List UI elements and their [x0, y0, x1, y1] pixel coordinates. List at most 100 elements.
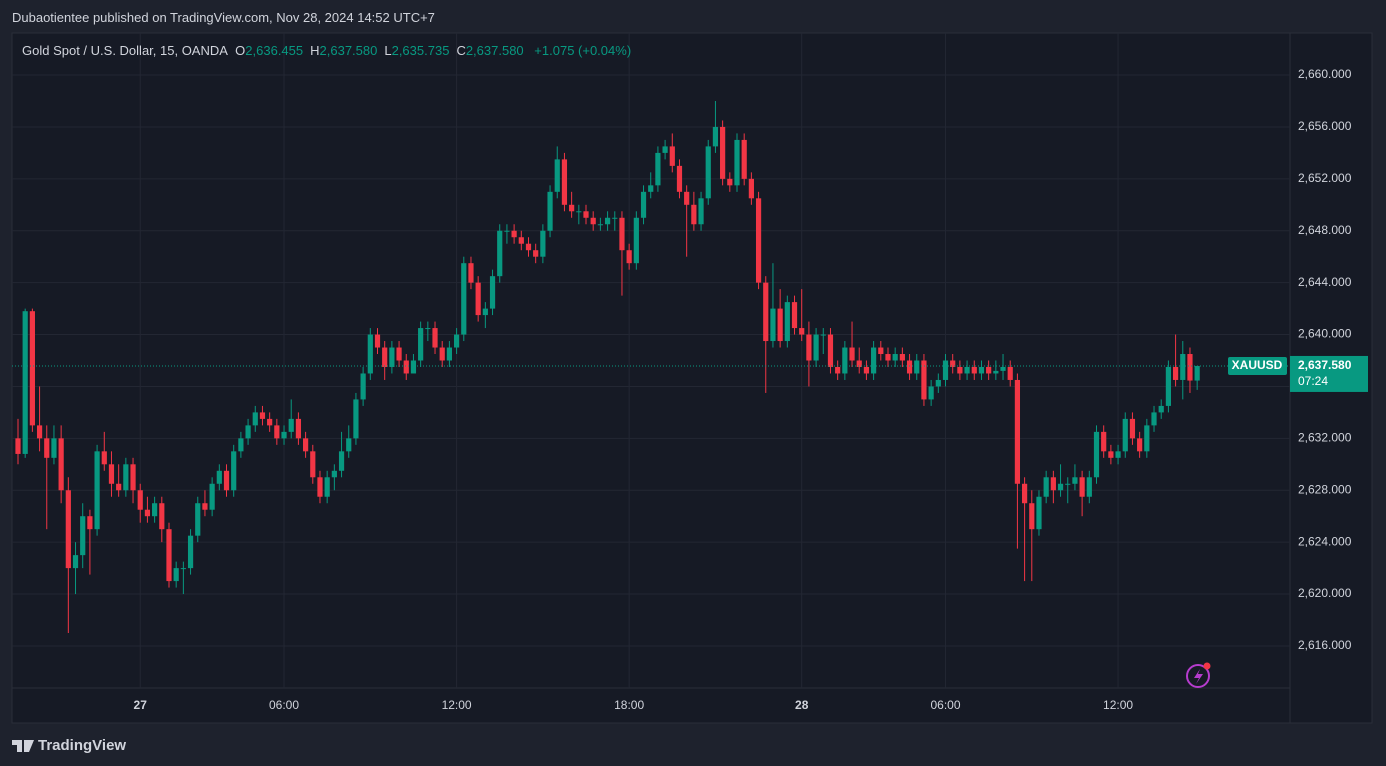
candle-body [94, 451, 100, 530]
candle-body [813, 334, 819, 361]
tv-logo [12, 740, 34, 752]
candle-body [950, 360, 956, 367]
candle-body [849, 347, 855, 361]
candle-body [993, 370, 999, 374]
candle-body [533, 250, 539, 257]
candle-body [1036, 496, 1042, 530]
candle-body [58, 438, 64, 491]
candle-body [137, 490, 143, 510]
candle-body [777, 308, 783, 342]
candle-body [921, 360, 927, 400]
x-tick-label: 12:00 [1103, 698, 1133, 712]
candle-body [1079, 477, 1085, 497]
candle-body [1144, 425, 1150, 452]
candle-body [80, 516, 86, 556]
legend-key: C [456, 43, 466, 58]
candle-body [741, 139, 747, 179]
candle-body [518, 237, 524, 244]
candle-body [1093, 431, 1100, 478]
candle-body [1050, 477, 1056, 491]
candle-body [698, 198, 704, 225]
legend-value: 2,636.455 [245, 43, 304, 58]
candle-body [1101, 431, 1107, 452]
candle-body [935, 379, 941, 387]
x-tick-label: 28 [795, 698, 809, 712]
candle-body [187, 535, 194, 569]
candle-body [1029, 503, 1035, 530]
candle-body [863, 366, 870, 374]
y-tick-label: 2,632.000 [1298, 431, 1352, 445]
candle-body [159, 503, 165, 530]
candle-body [655, 152, 661, 186]
flash-icon[interactable] [1186, 662, 1211, 688]
x-tick-label: 18:00 [614, 698, 644, 712]
candle-body [511, 230, 517, 238]
brand: TradingView [38, 737, 127, 754]
candle-body [15, 438, 21, 454]
candle-body [482, 308, 488, 316]
candle-body [1172, 366, 1179, 380]
candle-body [597, 224, 603, 226]
ticker-tag [1228, 356, 1287, 375]
candle-body [389, 347, 395, 367]
candle-body [590, 217, 596, 225]
candle-body [885, 354, 891, 361]
candle-body [382, 347, 388, 367]
candle-body [367, 334, 373, 374]
y-tick-label: 2,616.000 [1298, 638, 1352, 652]
candle-body [583, 211, 589, 218]
candle-body [619, 217, 625, 251]
candle-body [727, 178, 733, 186]
candle-body [331, 470, 337, 478]
candle-body [303, 438, 309, 452]
candle-body [144, 509, 151, 517]
candle-body [540, 230, 546, 257]
candle-body [461, 263, 467, 335]
candle-body [29, 311, 35, 426]
candle-body [180, 568, 186, 570]
candle-body [799, 328, 805, 335]
candle-body [576, 211, 582, 213]
candle-body [446, 347, 452, 361]
y-tick-label: 2,620.000 [1298, 586, 1352, 600]
candle-body [295, 418, 302, 439]
candle-body [259, 412, 266, 419]
y-tick-label: 2,656.000 [1298, 119, 1352, 133]
candle-body [310, 451, 316, 478]
x-tick-label: 06:00 [930, 698, 960, 712]
chart-area [11, 32, 1373, 724]
ticker-label: XAUUSD [1232, 358, 1283, 372]
candle-body [1065, 483, 1071, 485]
candle-body [691, 204, 697, 225]
candle-body [267, 418, 273, 426]
candle-body [468, 263, 474, 283]
candle-body [942, 360, 949, 380]
candle-body [425, 328, 431, 330]
candle-body [978, 366, 985, 374]
candle-body [1022, 483, 1028, 504]
candle-body [720, 126, 726, 179]
candle-body [971, 366, 977, 374]
candle-body [554, 159, 560, 192]
legend-key: H [310, 43, 320, 58]
candle-body [281, 431, 287, 439]
y-tick-label: 2,644.000 [1298, 275, 1352, 289]
candle-body [1122, 418, 1128, 452]
candle-body [360, 373, 366, 400]
candle-body [914, 360, 920, 374]
x-tick-label: 06:00 [269, 698, 299, 712]
candle-body [173, 568, 179, 582]
candle-body [835, 366, 841, 374]
candle-body [252, 412, 258, 426]
legend-value: 2,637.580 [319, 43, 378, 58]
price-tag [1290, 355, 1368, 392]
candle-body [748, 178, 754, 199]
candle-body [842, 347, 848, 374]
candle-body [964, 366, 970, 374]
candle-body [504, 230, 510, 232]
y-tick-label: 2,652.000 [1298, 171, 1352, 185]
plot [15, 100, 1200, 633]
candle-body [1007, 366, 1013, 380]
candle-body [899, 354, 905, 361]
